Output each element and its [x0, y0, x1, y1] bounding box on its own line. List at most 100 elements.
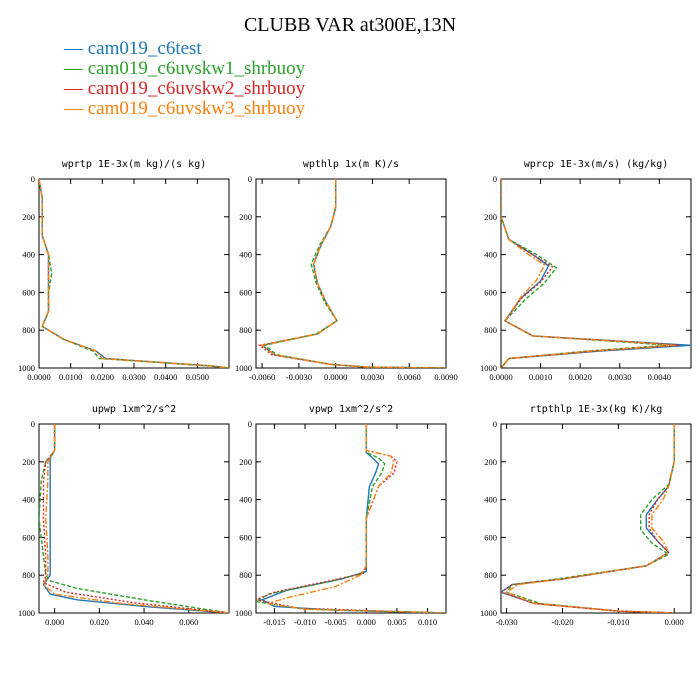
x-tick-label: 0.0090 [434, 372, 457, 382]
y-tick-label: 600 [239, 532, 252, 542]
x-tick-label: 0.0500 [186, 372, 209, 382]
plot-frame [500, 178, 692, 369]
panel-4: upwp 1xm^2/s^2 0 200 400 600 800 1000 0.000 0.02… [18, 404, 230, 627]
x-tick-label: 0.0000 [27, 372, 50, 382]
y-tick-label: 800 [239, 570, 252, 580]
panel-title: wprcp 1E-3x(m/s) (kg/kg) [524, 159, 669, 170]
y-tick-label: 800 [22, 325, 35, 335]
x-tick-label: 0.0020 [568, 372, 591, 382]
x-tick-label: 0.000 [665, 617, 684, 627]
y-tick-label: 200 [22, 457, 35, 467]
y-tick-label: 1000 [18, 608, 35, 618]
y-tick-label: 0 [493, 419, 497, 429]
panel-title: wpthlp 1x(m K)/s [303, 159, 399, 170]
series-line-3 [256, 424, 446, 613]
y-tick-label: 600 [22, 287, 35, 297]
y-tick-label: 400 [22, 495, 35, 505]
y-tick-label: 600 [484, 532, 497, 542]
legend-item-uvskw3: — cam019_c6uvskw3_shrbuoy [64, 98, 306, 119]
y-tick-label: 200 [484, 457, 497, 467]
series-line-3 [39, 179, 229, 368]
y-tick-label: 400 [239, 495, 252, 505]
plot-frame [255, 423, 447, 614]
series-line-2 [256, 424, 446, 613]
x-tick-label: 0.000 [45, 617, 64, 627]
y-tick-label: 0 [31, 419, 35, 429]
series-line-4 [260, 179, 446, 368]
y-tick-label: 1000 [18, 363, 35, 373]
x-tick-label: 0.010 [418, 617, 437, 627]
x-tick-label: 0.040 [134, 617, 153, 627]
series-line-1 [260, 424, 446, 613]
panel-2: wpthlp 1x(m K)/s 0 200 400 600 800 1000-0.0060… [235, 159, 458, 382]
y-tick-label: 200 [239, 457, 252, 467]
x-tick-label: 0.0060 [398, 372, 421, 382]
x-tick-label: 0.0010 [529, 372, 552, 382]
x-tick-label: -0.010 [294, 617, 316, 627]
series-line-4 [505, 424, 675, 613]
legend-item-uvskw1: — cam019_c6uvskw1_shrbuoy [64, 58, 306, 79]
series-line-1 [39, 179, 229, 368]
y-tick-label: 800 [484, 570, 497, 580]
figure-title: CLUBB VAR at300E,13N [243, 14, 457, 36]
x-tick-label: -0.015 [263, 617, 285, 627]
x-tick-label: 0.060 [179, 617, 198, 627]
y-tick-label: 800 [484, 325, 497, 335]
y-tick-label: 1000 [235, 608, 252, 618]
y-tick-label: 0 [31, 174, 35, 184]
legend: — cam019_c6test — cam019_c6uvskw1_shrbuo… [64, 39, 305, 119]
series-line-4 [39, 179, 229, 368]
x-tick-label: 0.0000 [489, 372, 512, 382]
x-tick-label: 0.0200 [91, 372, 114, 382]
legend-item-c6test: — cam019_c6test [64, 38, 202, 59]
y-tick-label: 1000 [480, 363, 497, 373]
y-tick-label: 800 [239, 325, 252, 335]
x-tick-label: -0.0030 [286, 372, 312, 382]
x-tick-label: 0.0040 [648, 372, 671, 382]
x-tick-label: -0.005 [325, 617, 347, 627]
y-tick-label: 0 [248, 174, 252, 184]
series-line-4 [42, 424, 229, 613]
x-tick-label: 0.0400 [154, 372, 177, 382]
y-tick-label: 800 [22, 570, 35, 580]
y-tick-label: 600 [484, 287, 497, 297]
panel-title: wprtp 1E-3x(m kg)/(s kg) [62, 159, 207, 170]
y-tick-label: 400 [239, 250, 252, 260]
y-tick-label: 200 [22, 212, 35, 222]
series-line-1 [42, 424, 229, 613]
x-tick-label: -0.020 [551, 617, 573, 627]
series-line-2 [505, 424, 675, 613]
y-tick-label: 200 [239, 212, 252, 222]
y-tick-label: 600 [239, 287, 252, 297]
y-tick-label: 400 [484, 495, 497, 505]
legend-item-uvskw2: — cam019_c6uvskw2_shrbuoy [64, 78, 306, 99]
x-tick-label: 0.0100 [59, 372, 82, 382]
y-tick-label: 1000 [235, 363, 252, 373]
x-tick-label: 0.0030 [361, 372, 384, 382]
y-tick-label: 0 [493, 174, 497, 184]
panel-title: vpwp 1xm^2/s^2 [309, 404, 393, 415]
x-tick-label: 0.0300 [122, 372, 145, 382]
x-tick-label: 0.005 [387, 617, 406, 627]
y-tick-label: 400 [484, 250, 497, 260]
series-line-2 [39, 179, 229, 368]
x-tick-label: 0.000 [357, 617, 376, 627]
series-line-3 [501, 424, 675, 613]
plot-frame [500, 423, 692, 614]
x-tick-label: 0.0000 [324, 372, 347, 382]
series-line-2 [39, 424, 229, 613]
series-line-4 [268, 424, 446, 613]
plot-frame [38, 178, 230, 369]
panel-1: wprtp 1E-3x(m kg)/(s kg) 0 200 400 600 800 100… [18, 159, 230, 382]
x-tick-label: 0.0030 [608, 372, 631, 382]
panel-6: rtpthlp 1E-3x(kg K)/kg02004006008001000-… [480, 404, 692, 627]
panel-title: upwp 1xm^2/s^2 [92, 404, 176, 415]
panel-title: rtpthlp 1E-3x(kg K)/kg [530, 404, 662, 415]
panel-3: wprcp 1E-3x(m/s) (kg/kg) 0 200 400 600 800 100… [480, 159, 692, 382]
series-line-4 [501, 179, 676, 368]
series-line-1 [501, 424, 675, 613]
y-tick-label: 600 [22, 532, 35, 542]
plot-frame [38, 423, 230, 614]
x-tick-label: 0.020 [90, 617, 109, 627]
